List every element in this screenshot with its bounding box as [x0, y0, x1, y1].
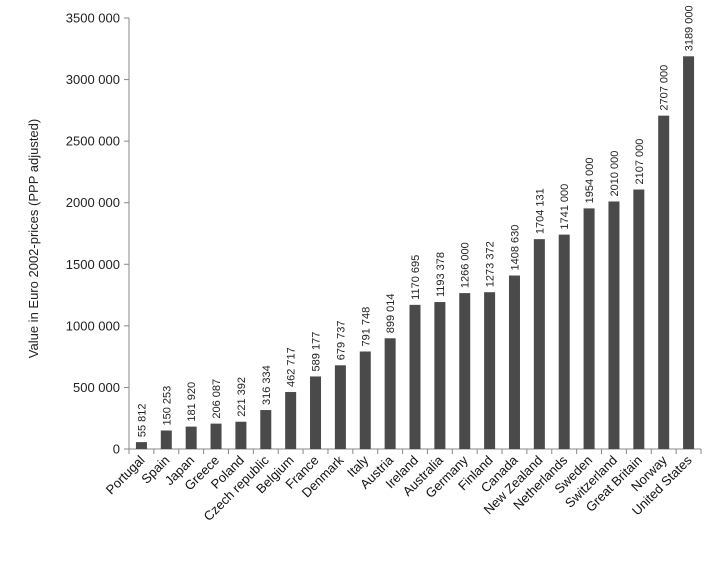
- bar-value-label: 206 087: [211, 379, 223, 419]
- bar: [683, 56, 695, 450]
- bar: [608, 201, 620, 449]
- bar: [459, 293, 471, 449]
- bar-value-label: 1408 630: [509, 225, 521, 271]
- bars: [135, 56, 695, 450]
- bar-value-label: 2010 000: [609, 151, 621, 197]
- bar: [409, 304, 421, 449]
- y-tick-label: 1500 000: [66, 257, 120, 272]
- bar-value-label: 181 920: [186, 382, 198, 422]
- bar: [185, 426, 197, 449]
- bar: [484, 292, 496, 449]
- bar: [285, 392, 297, 449]
- bar-value-label: 55 812: [136, 403, 148, 437]
- y-axis-title: Value in Euro 2002-prices (PPP adjusted): [26, 119, 41, 358]
- bar: [434, 302, 446, 449]
- bar-value-label: 150 253: [161, 386, 173, 426]
- bar-value-label: 1273 372: [485, 241, 497, 287]
- bar-value-label: 899 014: [385, 294, 397, 334]
- bar: [310, 376, 322, 449]
- bar: [260, 410, 272, 449]
- bar-value-label: 3189 000: [684, 5, 696, 51]
- bar-value-label: 1741 000: [559, 184, 571, 230]
- bar: [583, 208, 595, 449]
- y-tick-label: 2000 000: [66, 195, 120, 210]
- y-tick-label: 3500 000: [66, 11, 120, 26]
- y-axis: 0 500 000 1000 000 1500 000 2000 000 2500 000…: [66, 11, 702, 457]
- bar: [135, 442, 147, 449]
- bar: [558, 234, 570, 449]
- y-tick-label: 3000 000: [66, 72, 120, 87]
- bar-value-label: 2107 000: [634, 139, 646, 185]
- bar: [658, 115, 670, 449]
- bar-value-label: 679 737: [335, 321, 347, 361]
- bar: [160, 430, 172, 449]
- bar: [210, 423, 222, 449]
- y-tick-label: 2500 000: [66, 134, 120, 149]
- y-tick-label: 0: [113, 442, 120, 457]
- bar-value-label: 316 334: [261, 365, 273, 405]
- y-tick-label: 500 000: [73, 380, 120, 395]
- bar-value-label: 791 748: [360, 307, 372, 347]
- bar-value-label: 589 177: [311, 332, 323, 372]
- bar: [235, 421, 247, 449]
- bar-value-label: 1170 695: [410, 255, 422, 300]
- y-tick-label: 1000 000: [66, 318, 120, 333]
- bar: [508, 275, 520, 449]
- value-labels: 55 812 150 253 181 920 206 087 221 392 316 33…: [136, 5, 695, 437]
- bar: [533, 239, 545, 449]
- bar: [334, 365, 346, 449]
- bar-value-label: 1193 378: [435, 252, 447, 297]
- bar-value-label: 2707 000: [659, 65, 671, 111]
- bar-value-label: 1266 000: [460, 242, 472, 288]
- bar-value-label: 1954 000: [584, 157, 596, 203]
- bar: [359, 351, 371, 449]
- bar: [633, 189, 645, 449]
- bar: [384, 338, 396, 449]
- bar-value-label: 1704 131: [534, 188, 546, 234]
- bar-value-label: 221 392: [236, 377, 248, 417]
- bar-value-label: 462 717: [286, 347, 298, 387]
